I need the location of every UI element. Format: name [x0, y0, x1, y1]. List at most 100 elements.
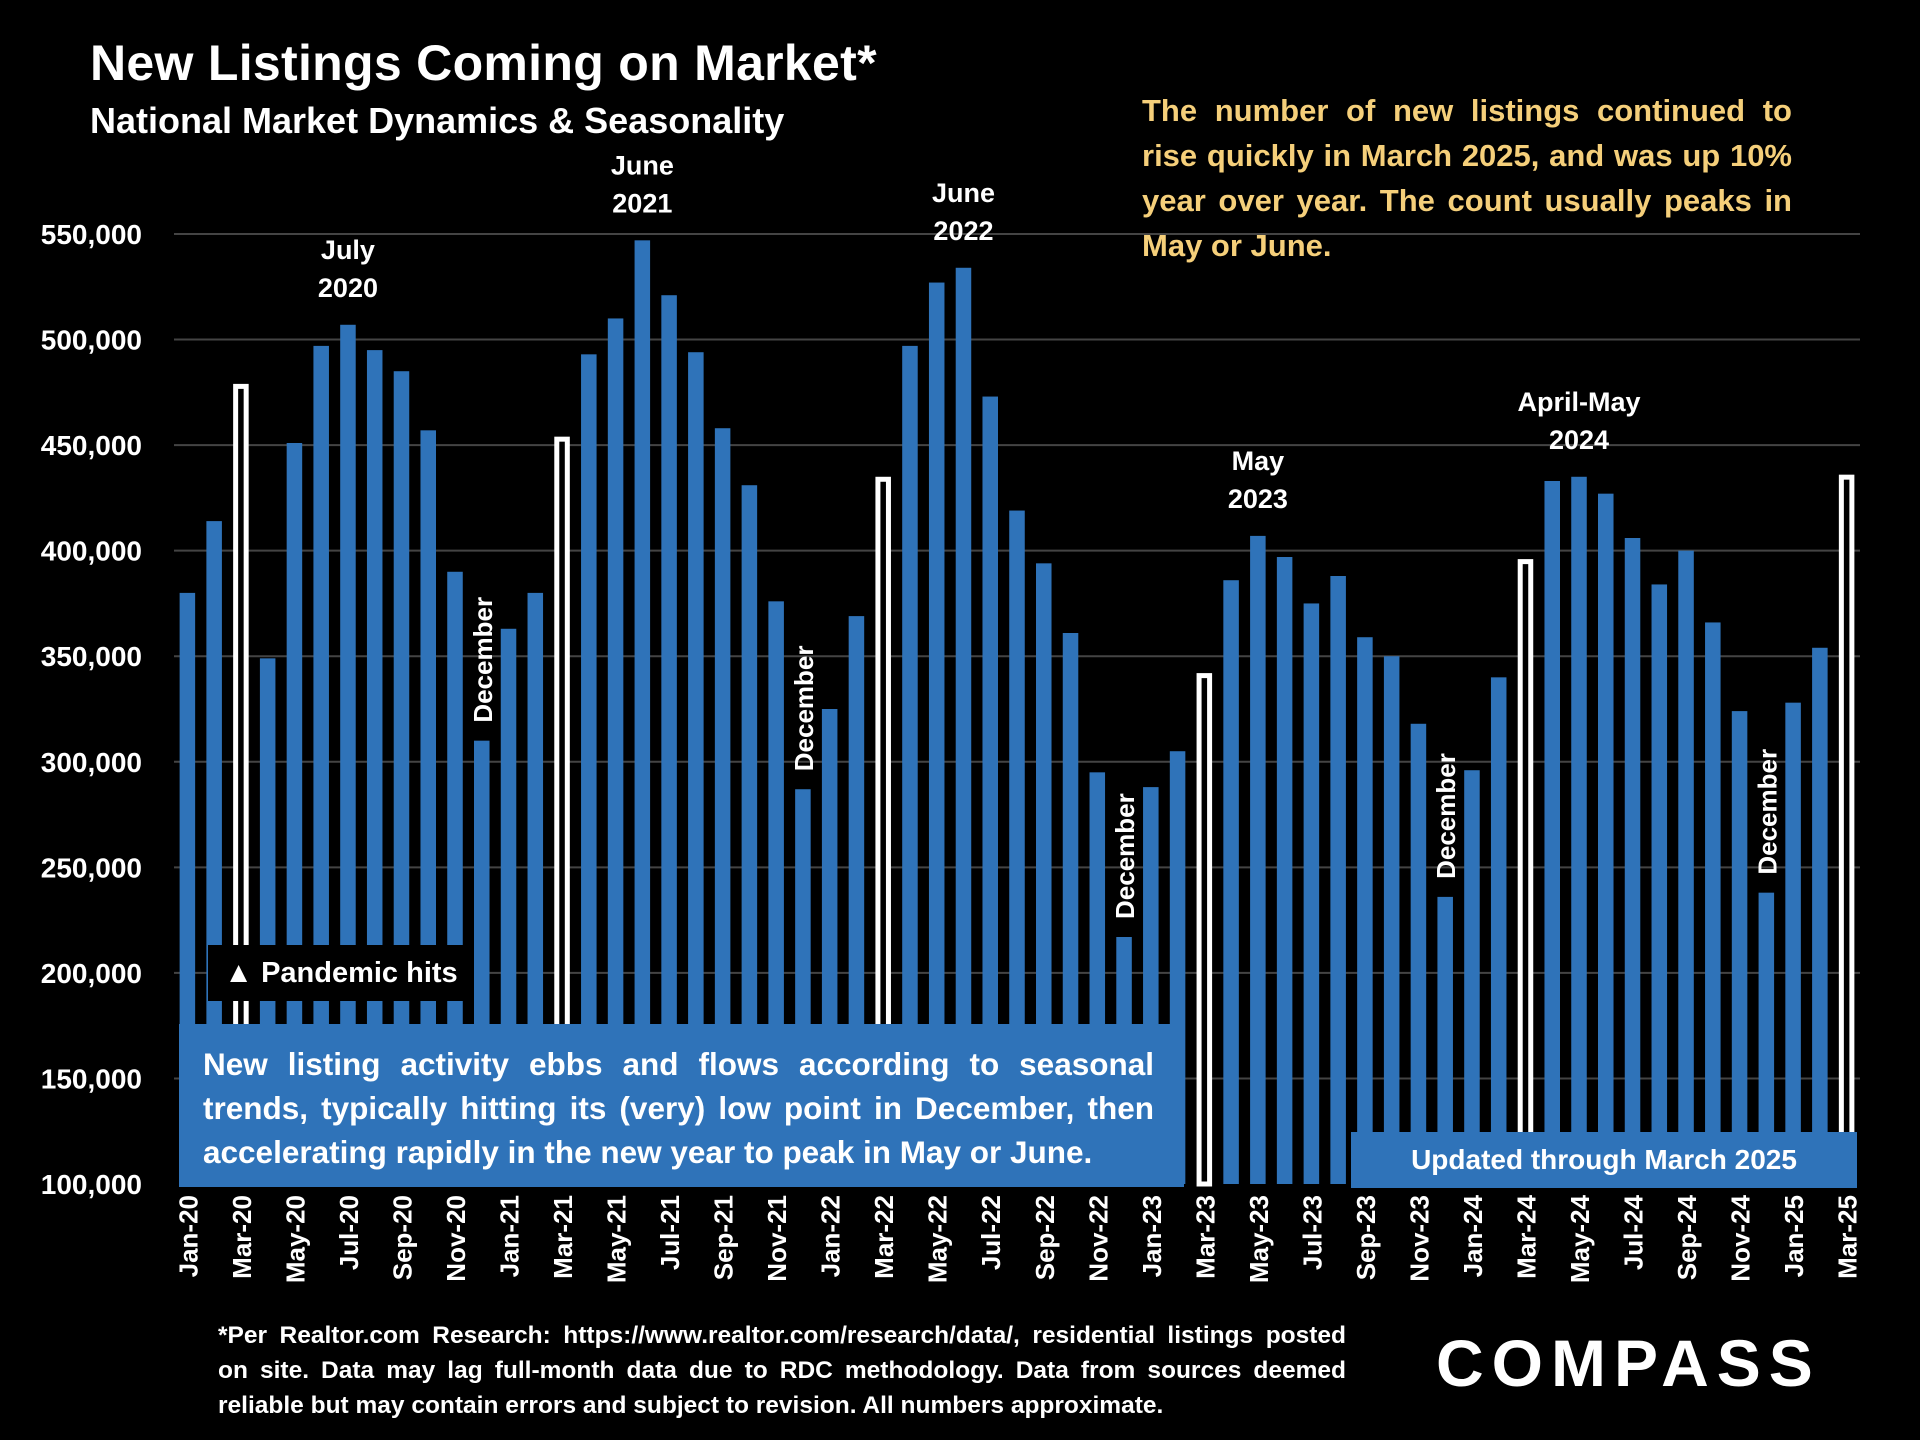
y-tick-label: 200,000 — [41, 958, 142, 989]
december-label: December — [468, 597, 498, 723]
commentary-text: The number of new listings continued to … — [1142, 93, 1792, 263]
x-tick-label: Jan-23 — [1137, 1195, 1167, 1277]
seasonality-note: New listing activity ebbs and flows acco… — [179, 1024, 1184, 1187]
x-tick-label: May-20 — [280, 1195, 310, 1283]
x-tick-label: Sep-23 — [1351, 1195, 1381, 1280]
peak-annotation: April-May 2024 — [1517, 387, 1640, 455]
x-tick-label: Jul-22 — [976, 1195, 1006, 1270]
bar-Feb-24 — [1490, 677, 1507, 1184]
x-tick-label: Nov-20 — [441, 1195, 471, 1282]
compass-logo: COMPASS — [1436, 1326, 1821, 1400]
bar-May-21 — [607, 318, 624, 1184]
bar-May-23 — [1250, 535, 1266, 1184]
december-label: December — [1431, 753, 1461, 879]
y-tick-label: 150,000 — [41, 1063, 142, 1094]
y-tick-label: 250,000 — [41, 852, 142, 883]
x-tick-label: May-22 — [923, 1195, 953, 1283]
bar-Oct-21 — [741, 485, 758, 1184]
x-tick-label: Jan-22 — [816, 1195, 846, 1277]
x-axis-labels: Jan-20 Mar-20 May-20 Jul-20 Sep-20 Nov-20 Jan-… — [173, 1194, 1862, 1283]
december-label: December — [789, 645, 819, 771]
bar-Apr-21 — [581, 354, 597, 1184]
x-tick-label: Nov-22 — [1083, 1195, 1113, 1282]
footnote: *Per Realtor.com Research: https://www.r… — [218, 1322, 1346, 1419]
x-tick-label: Jan-25 — [1779, 1195, 1809, 1277]
y-tick-label: 350,000 — [41, 641, 142, 672]
bar-Dec-24 — [1758, 892, 1775, 1184]
bar-Mar-25-highlighted — [1838, 474, 1855, 1187]
y-tick-label: 400,000 — [41, 536, 142, 567]
bar-Jun-22 — [955, 267, 972, 1184]
peak-annotation: July 2020 — [318, 235, 378, 303]
bar-Jul-24 — [1624, 538, 1641, 1184]
x-tick-label: May-21 — [602, 1195, 632, 1283]
y-tick-label: 550,000 — [41, 219, 142, 250]
bar-Nov-23 — [1410, 723, 1427, 1184]
peak-annotation: June 2021 — [611, 150, 674, 218]
bars — [179, 240, 1855, 1187]
bar-Jun-24 — [1598, 493, 1614, 1185]
x-tick-label: Mar-22 — [869, 1195, 899, 1279]
y-tick-label: 100,000 — [41, 1169, 142, 1200]
december-label: December — [1752, 749, 1782, 875]
bar-Jul-21 — [661, 295, 677, 1184]
x-tick-label: Jan-20 — [173, 1195, 203, 1277]
x-tick-label: Mar-21 — [548, 1195, 578, 1279]
pandemic-label: ▲ Pandemic hits — [208, 945, 474, 1001]
x-tick-label: Jul-21 — [655, 1195, 685, 1270]
x-tick-label: Mar-25 — [1833, 1195, 1863, 1279]
peak-annotation: June 2022 — [932, 178, 995, 246]
pandemic-text: Pandemic hits — [261, 957, 458, 989]
x-tick-label: Jul-20 — [334, 1195, 364, 1270]
bar-Jul-22 — [982, 396, 998, 1184]
x-tick-label: Sep-21 — [709, 1195, 739, 1280]
bar-Apr-22 — [902, 345, 918, 1184]
x-tick-label: Nov-23 — [1404, 1195, 1434, 1282]
chart-title: New Listings Coming on Market* — [90, 35, 877, 91]
bar-Jul-23 — [1303, 603, 1320, 1184]
x-tick-label: Mar-23 — [1190, 1195, 1220, 1279]
bar-Sep-24 — [1678, 550, 1694, 1184]
bar-Dec-23 — [1437, 896, 1453, 1184]
bar-Oct-24 — [1705, 622, 1721, 1184]
bar-May-24 — [1571, 476, 1587, 1184]
x-tick-label: Nov-21 — [762, 1195, 792, 1282]
bar-Jan-24 — [1464, 770, 1480, 1184]
bar-Aug-22 — [1009, 510, 1025, 1184]
x-tick-label: Jan-24 — [1458, 1194, 1488, 1277]
peak-annotation: May 2023 — [1228, 446, 1288, 514]
x-tick-label: Jul-24 — [1619, 1194, 1649, 1270]
y-tick-label: 300,000 — [41, 747, 142, 778]
x-tick-label: May-24 — [1565, 1194, 1595, 1283]
bar-Apr-23 — [1223, 580, 1239, 1184]
bar-Aug-24 — [1651, 584, 1668, 1184]
x-tick-label: Jan-21 — [495, 1195, 525, 1277]
december-labels: December December December December December — [468, 597, 1783, 919]
peak-annotations: July 2020 June 2021 June 2022 May 2023 April-May… — [318, 150, 1641, 514]
bar-May-22 — [928, 282, 945, 1184]
bar-Apr-24 — [1544, 481, 1560, 1184]
bar-Aug-23 — [1330, 576, 1346, 1184]
bar-Mar-23-highlighted — [1196, 673, 1213, 1187]
y-axis-labels: 100,000 150,000 200,000 250,000 300,000 350,0… — [41, 219, 142, 1200]
bar-Aug-21 — [688, 352, 704, 1184]
bar-Nov-24 — [1731, 711, 1748, 1184]
chart-subtitle: National Market Dynamics & Seasonality — [90, 100, 785, 141]
x-tick-label: Nov-24 — [1726, 1194, 1756, 1281]
x-tick-label: May-23 — [1244, 1195, 1274, 1283]
bar-Mar-24-highlighted — [1517, 559, 1534, 1187]
bar-Sep-21 — [714, 428, 731, 1184]
triangle-up-icon: ▲ — [224, 957, 253, 989]
updated-badge: Updated through March 2025 — [1351, 1132, 1857, 1188]
x-tick-label: Mar-24 — [1511, 1194, 1541, 1278]
x-tick-label: Jul-23 — [1297, 1195, 1327, 1270]
bar-Jun-21 — [634, 240, 651, 1185]
bar-Jun-23 — [1276, 557, 1293, 1184]
x-tick-label: Mar-20 — [227, 1195, 257, 1279]
x-tick-label: Sep-20 — [387, 1195, 417, 1280]
x-tick-label: Sep-24 — [1672, 1194, 1702, 1280]
bar-Feb-25 — [1812, 647, 1828, 1184]
bar-Sep-23 — [1357, 637, 1373, 1184]
y-tick-label: 450,000 — [41, 430, 142, 461]
